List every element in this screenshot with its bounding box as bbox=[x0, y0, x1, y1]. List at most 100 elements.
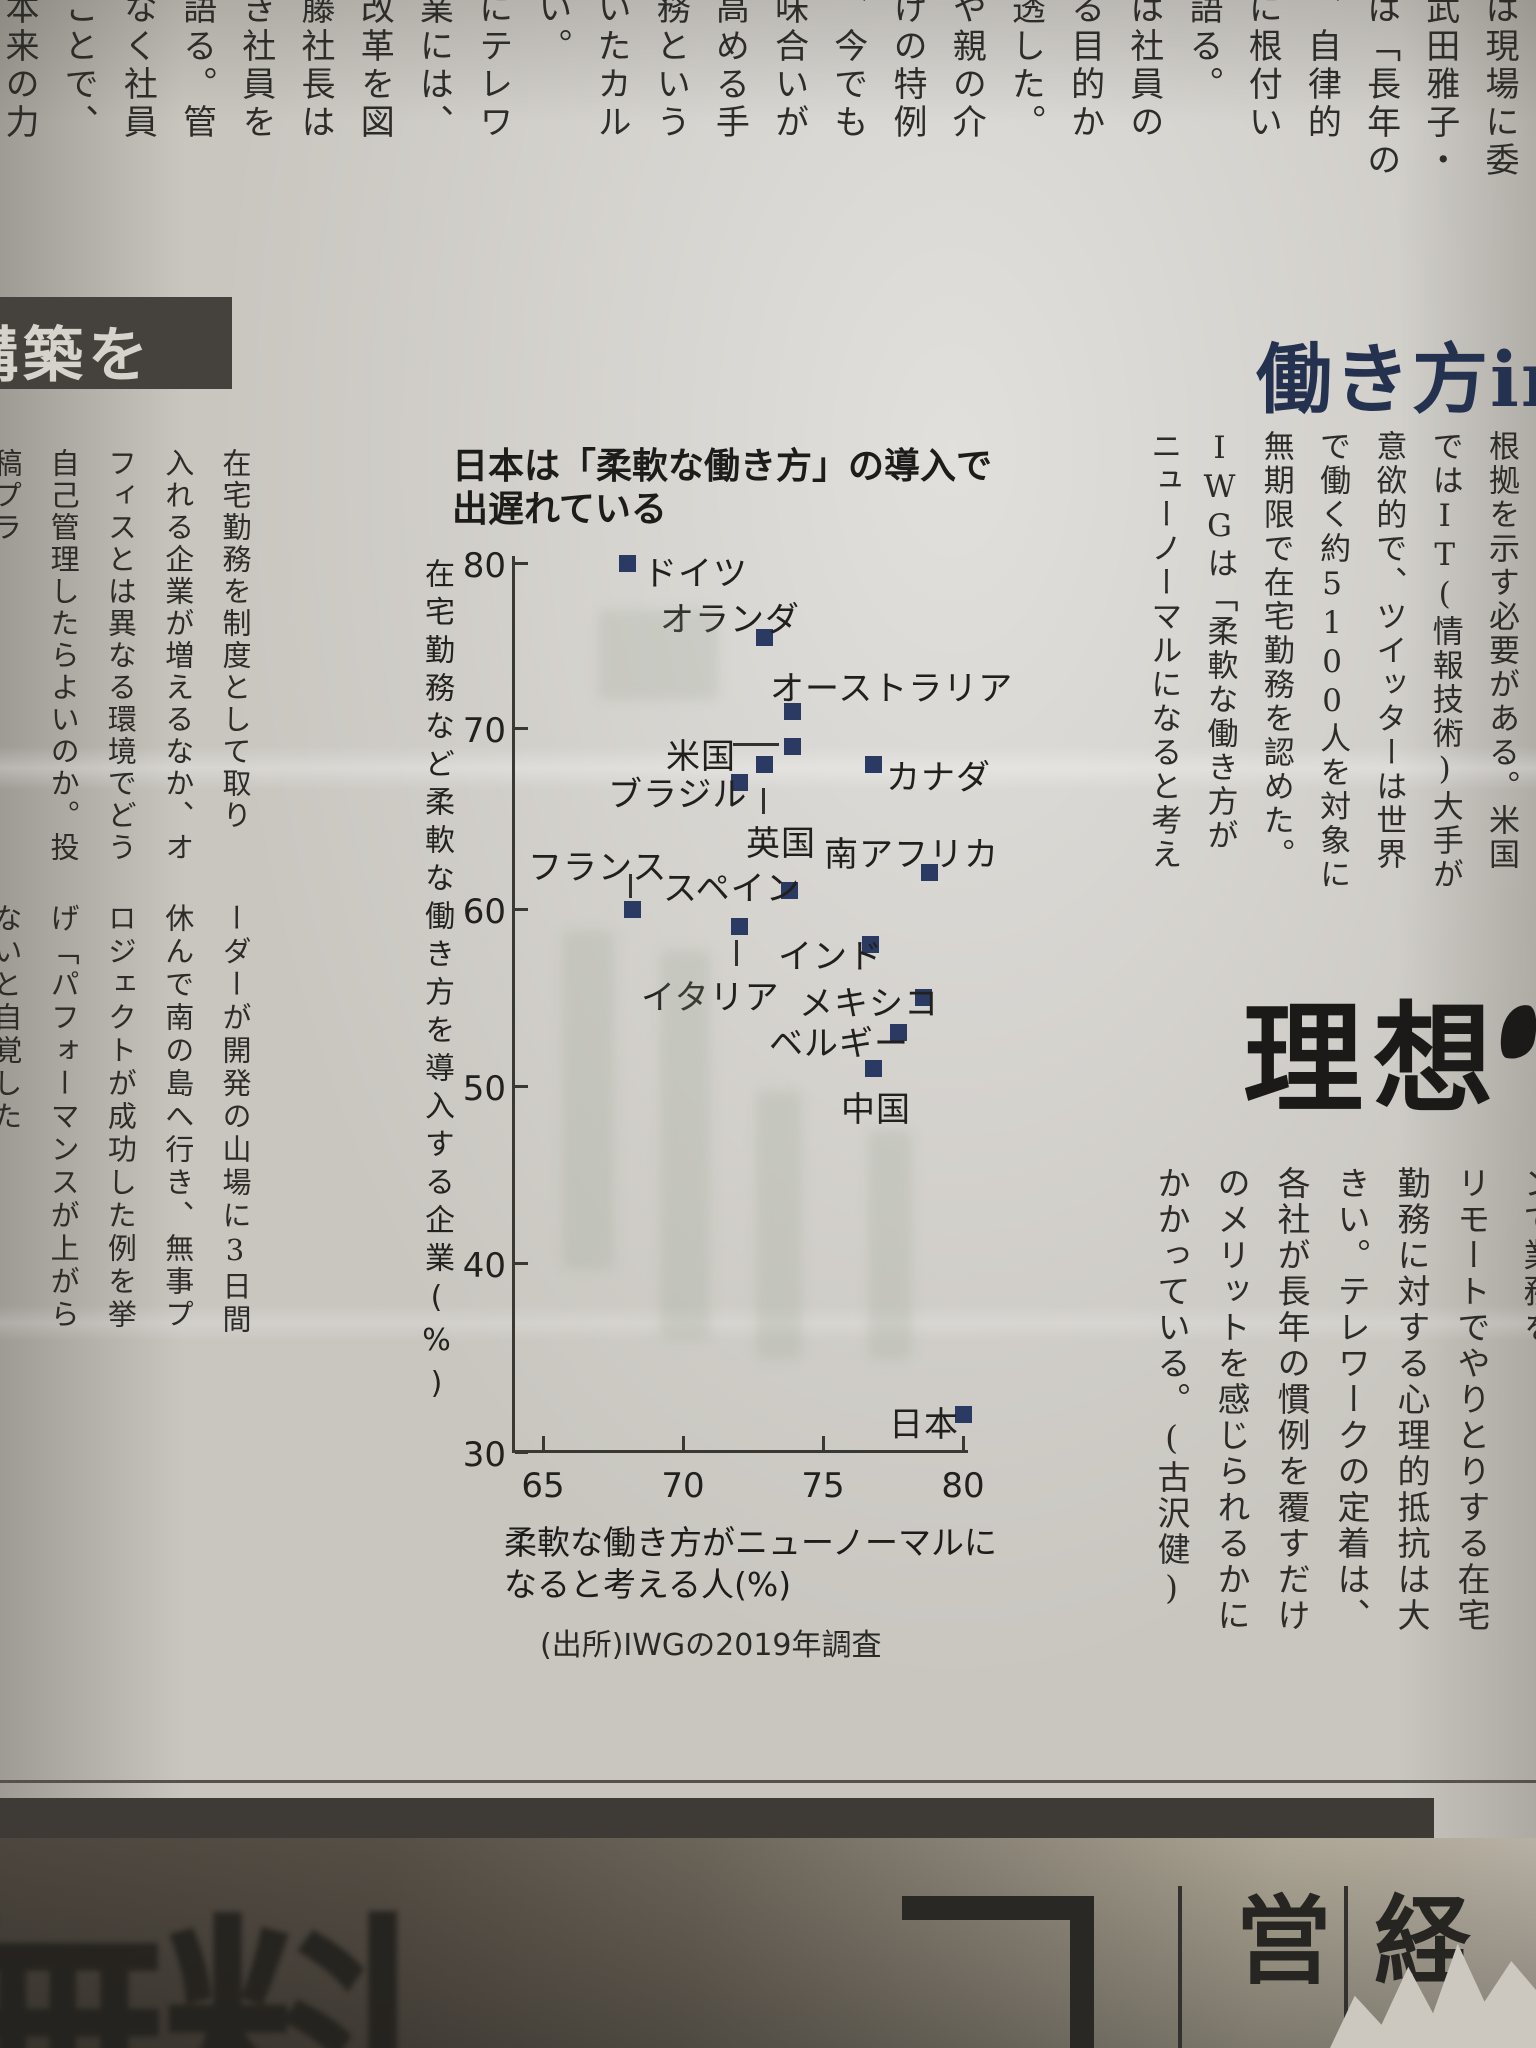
top-fragment-column: 透した。 bbox=[1005, 0, 1046, 142]
top-fragment-column: 務という bbox=[650, 0, 691, 142]
article-column: ではIT(情報技術)大手が bbox=[1426, 430, 1463, 892]
article-column: 稿プラ bbox=[0, 448, 23, 544]
point-label-india: インド bbox=[778, 937, 883, 977]
x-tick-mark bbox=[682, 1436, 685, 1450]
top-fragment-column: は社員の bbox=[1123, 0, 1164, 142]
x-axis-label-line2: なると考える人(%) bbox=[504, 1565, 792, 1604]
section-rule-left bbox=[1178, 1886, 1182, 2048]
point-germany bbox=[618, 554, 636, 572]
y-tick-mark bbox=[515, 727, 528, 730]
article-column: 無期限で在宅勤務を認めた。 bbox=[1257, 430, 1294, 872]
horizontal-rule bbox=[0, 1780, 1536, 1783]
point-china bbox=[864, 1059, 882, 1077]
point-canada bbox=[864, 755, 882, 773]
top-fragment-column: 語る。 bbox=[1183, 0, 1223, 104]
point-india bbox=[862, 935, 880, 953]
top-fragment-column: い。 bbox=[531, 0, 572, 66]
top-fragment-column: は現場に委 bbox=[1479, 0, 1519, 180]
x-tick-label: 80 bbox=[941, 1466, 985, 1506]
point-label-china: 中国 bbox=[841, 1090, 911, 1130]
x-tick-label: 70 bbox=[661, 1466, 705, 1506]
right-headline: 働き方in bbox=[1256, 335, 1536, 424]
article-column: げ「パフォーマンスが上がら bbox=[46, 903, 81, 1332]
point-label-spain: スペイン bbox=[663, 869, 801, 909]
article-column: 勤務に対する心理的抵抗は大 bbox=[1392, 1166, 1431, 1634]
article-column: ニューノーマルになると考え bbox=[1145, 430, 1182, 872]
point-label-usa: 米国 bbox=[666, 737, 736, 777]
x-axis-label-line1: 柔軟な働き方がニューノーマルに bbox=[504, 1523, 998, 1562]
top-fragment-column: る目的か bbox=[1064, 0, 1105, 142]
top-fragment-column: 武田雅子・ bbox=[1419, 0, 1460, 180]
top-fragment-column: 味合いが bbox=[768, 0, 809, 142]
y-axis-line bbox=[512, 556, 515, 1453]
section-rule-right bbox=[1344, 1886, 1348, 2048]
print-showthrough bbox=[756, 1090, 802, 1360]
point-label-australia: オーストラリア bbox=[770, 669, 1014, 709]
top-fragment-column: 本来の力 bbox=[0, 0, 39, 142]
y-tick-mark bbox=[515, 1085, 528, 1088]
y-tick-label: 30 bbox=[462, 1435, 506, 1475]
section-label: 経営 bbox=[1219, 1890, 1470, 1992]
ad-bracket-glyph bbox=[902, 1896, 1094, 1920]
top-fragment-column: 業には、 bbox=[413, 0, 454, 142]
left-banner-text: 構築を bbox=[0, 321, 153, 391]
top-fragment-column: に根付い bbox=[1242, 0, 1283, 142]
article-column: フィスとは異なる環境でどう bbox=[103, 448, 138, 864]
x-tick-mark bbox=[822, 1436, 825, 1450]
point-mexico bbox=[915, 989, 933, 1006]
top-fragment-column: 、今でも bbox=[827, 0, 868, 142]
ideal-headline: 理想 bbox=[1243, 989, 1503, 1130]
x-axis-line bbox=[512, 1450, 968, 1453]
chart-source: (出所)IWGの2019年調査 bbox=[540, 1628, 882, 1663]
top-fragment-column: いたカル bbox=[591, 0, 631, 142]
point-italy bbox=[730, 918, 748, 936]
y-tick-label: 80 bbox=[462, 546, 506, 586]
top-fragment-column: 藤社長は bbox=[295, 0, 335, 142]
left-banner-headline: 構築を bbox=[0, 297, 232, 391]
article-column: リモートでやりとりする在宅 bbox=[1452, 1166, 1491, 1634]
label-connector-line bbox=[735, 940, 738, 966]
point-label-brazil: ブラジル bbox=[608, 775, 748, 815]
point-south_africa bbox=[920, 864, 938, 882]
label-connector-line bbox=[733, 743, 779, 746]
article-column: かかっている。(古沢健) bbox=[1152, 1166, 1191, 1610]
article-column: ンで業務を bbox=[1518, 1166, 1536, 1346]
point-label-france: フランス bbox=[528, 848, 668, 888]
top-fragment-column: ことで、 bbox=[58, 0, 99, 142]
x-tick-label: 65 bbox=[521, 1466, 565, 1506]
label-connector-line bbox=[629, 874, 632, 898]
article-column: で働く約5100人を対象に bbox=[1314, 430, 1351, 892]
top-fragment-column: 改革を図 bbox=[354, 0, 395, 142]
point-brazil bbox=[730, 773, 748, 791]
article-column: 在宅勤務を制度として取り bbox=[218, 448, 252, 832]
top-fragment-column: き社員を bbox=[235, 0, 276, 142]
article-column: 根拠を示す必要がある。米国 bbox=[1483, 430, 1519, 872]
article-column: 意欲的で、ツイッターは世界 bbox=[1370, 430, 1407, 872]
x-tick-mark bbox=[962, 1436, 965, 1450]
point-japan bbox=[954, 1405, 972, 1423]
point-uk bbox=[755, 755, 773, 773]
point-spain bbox=[780, 882, 798, 900]
point-label-south_africa: 南アフリカ bbox=[824, 835, 999, 875]
article-column: 各社が長年の慣例を覆すだけ bbox=[1272, 1166, 1311, 1634]
ad-bracket-glyph bbox=[1070, 1896, 1094, 2048]
advertisement-text: 無料 bbox=[0, 1828, 438, 2048]
print-showthrough bbox=[562, 930, 614, 1270]
chart-title-line2: 出遅れている bbox=[452, 489, 667, 530]
top-fragment-column: は「長年の bbox=[1360, 0, 1401, 180]
point-label-italy: イタリア bbox=[641, 978, 780, 1018]
y-tick-mark bbox=[515, 1262, 528, 1265]
advertisement-zone bbox=[0, 1838, 1536, 2048]
top-fragment-column: にテレワ bbox=[472, 0, 513, 142]
article-column: きい。テレワークの定着は、 bbox=[1332, 1166, 1371, 1634]
point-netherlands bbox=[755, 628, 773, 646]
article-column: 入れる企業が増えるなか、オ bbox=[160, 448, 195, 864]
label-connector-line bbox=[762, 788, 765, 814]
point-label-canada: カナダ bbox=[886, 758, 991, 798]
point-label-belgium: ベルギー bbox=[769, 1024, 909, 1064]
y-tick-mark bbox=[515, 1451, 528, 1454]
y-tick-mark bbox=[515, 562, 528, 565]
top-fragment-column: 語る。管 bbox=[176, 0, 217, 142]
thick-divider-bar bbox=[0, 1798, 1434, 1838]
